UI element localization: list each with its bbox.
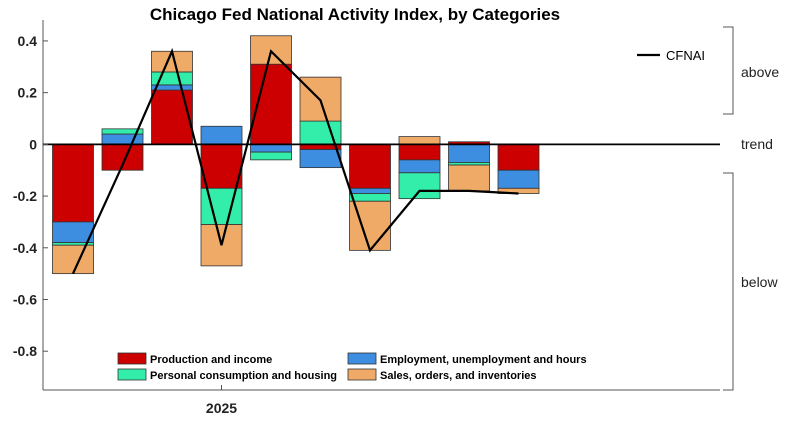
cfnai-legend-label: CFNAI bbox=[666, 48, 705, 63]
bar-segment bbox=[448, 164, 490, 192]
bar-segment bbox=[398, 172, 441, 200]
bar-segment bbox=[52, 244, 94, 275]
bar-segment bbox=[398, 143, 441, 161]
y-tick-label: -0.4 bbox=[13, 240, 37, 256]
legend-label: Production and income bbox=[150, 354, 272, 366]
bar-segment bbox=[151, 89, 193, 145]
legend-label: Employment, unemployment and hours bbox=[380, 354, 587, 366]
legend-label: Personal consumption and housing bbox=[150, 370, 337, 382]
y-tick-label: -0.8 bbox=[13, 343, 37, 359]
bar-segment bbox=[101, 128, 144, 135]
trend-label: trend bbox=[741, 136, 773, 152]
bar-segment bbox=[250, 151, 292, 161]
bar-segment bbox=[349, 143, 391, 189]
below-bracket bbox=[723, 172, 734, 391]
legend-swatch bbox=[117, 368, 147, 381]
cfnai-line bbox=[71, 47, 519, 275]
bar-segment bbox=[349, 187, 391, 194]
below-label: below bbox=[741, 274, 778, 290]
bar-segment bbox=[349, 193, 391, 202]
bar-segment bbox=[101, 133, 144, 145]
bar-segment bbox=[299, 149, 342, 169]
bar-segment bbox=[398, 159, 441, 174]
above-bracket bbox=[723, 26, 734, 115]
y-tick-label: 0.4 bbox=[18, 33, 38, 49]
legend-swatch bbox=[117, 352, 147, 365]
chart-title: Chicago Fed National Activity Index, by … bbox=[150, 5, 560, 24]
y-tick-label: -0.6 bbox=[13, 292, 37, 308]
bar-segment bbox=[200, 187, 243, 225]
bar-segment bbox=[398, 136, 441, 145]
bar-segment bbox=[200, 125, 243, 145]
legend-label: Sales, orders, and inventories bbox=[380, 370, 537, 382]
y-tick-label: 0 bbox=[29, 136, 37, 152]
bar-segment bbox=[52, 143, 94, 223]
above-label: above bbox=[741, 64, 779, 80]
bar-segment bbox=[448, 143, 490, 163]
bar-segment bbox=[250, 143, 292, 153]
x-tick-label: 2025 bbox=[206, 400, 237, 416]
bar-segment bbox=[200, 143, 243, 189]
legend-swatch bbox=[347, 368, 377, 381]
legend-swatch bbox=[347, 352, 377, 365]
y-tick-label: -0.2 bbox=[13, 188, 37, 204]
bar-segment bbox=[497, 169, 540, 189]
bar-segment bbox=[497, 143, 540, 171]
y-tick-label: 0.2 bbox=[18, 85, 38, 101]
